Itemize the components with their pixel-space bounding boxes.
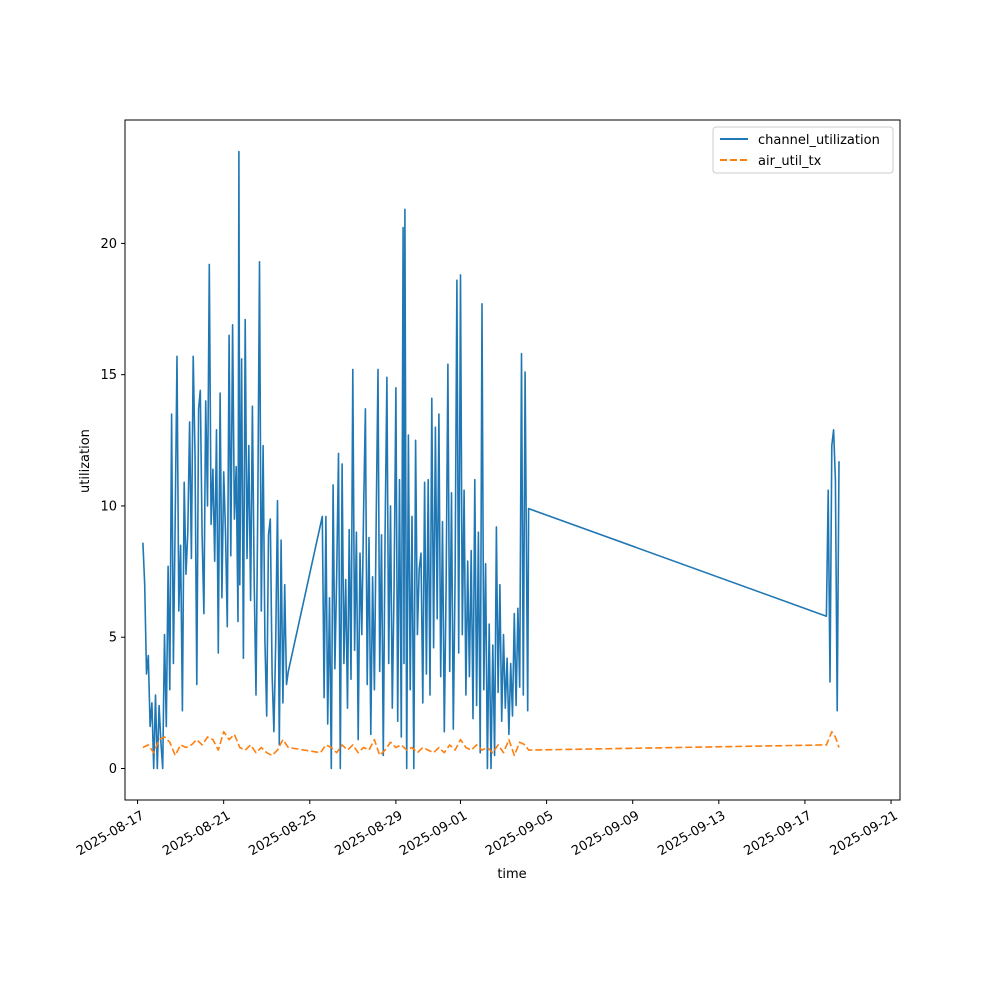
y-tick-label: 10 [100, 499, 117, 514]
series-line-channel-utilization [142, 150, 840, 770]
y-tick-label: 0 [109, 762, 117, 777]
legend: channel_utilization air_util_tx [712, 126, 894, 174]
legend-label-channel-utilization: channel_utilization [758, 133, 880, 148]
x-axis-label: time [497, 867, 526, 882]
legend-label-air-util-tx: air_util_tx [758, 154, 822, 169]
legend-box [712, 126, 894, 174]
y-axis: 0 5 10 15 20 [100, 237, 125, 777]
y-tick-label: 5 [109, 631, 117, 646]
y-tick-label: 20 [100, 237, 117, 252]
plot-frame [124, 119, 901, 801]
series-line-air-util-tx [142, 730, 840, 757]
series-layer [142, 150, 840, 770]
y-axis-label: utilization [78, 429, 93, 493]
y-tick-label: 15 [100, 368, 117, 383]
